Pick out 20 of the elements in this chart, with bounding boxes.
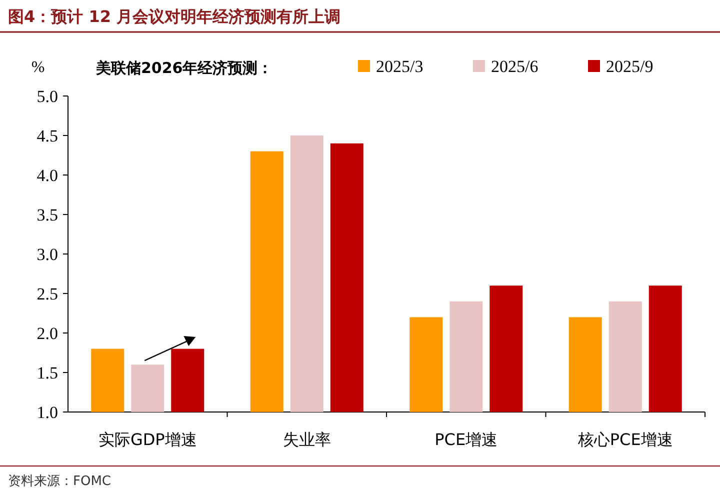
chart-subtitle: 美联储2026年经济预测： (95, 59, 273, 77)
legend-label: 2025/9 (606, 57, 654, 76)
y-tick-label: 5.0 (36, 87, 58, 106)
text: 资料来源：FOMC (8, 474, 112, 489)
chart-title: 图4：预计 12 月会议对明年经济预测有所上调 (8, 7, 341, 26)
y-tick-label: 4.5 (36, 126, 58, 146)
y-tick-label: 1.5 (36, 364, 58, 382)
legend-label: 2025/6 (491, 57, 538, 76)
y-tick-label: 2.0 (36, 324, 58, 343)
y-tick-label: 2.5 (36, 284, 58, 304)
y-tick-label: 3.5 (36, 206, 58, 224)
x-tick-label: 实际GDP增速 (98, 430, 197, 449)
y-tick-label: 4.0 (36, 166, 58, 185)
y-tick-label: 3.0 (36, 245, 58, 264)
x-tick-label: 核心PCE增速 (576, 430, 673, 449)
y-tick-label: 1.0 (36, 403, 58, 422)
x-tick-label: 失业率 (282, 430, 331, 449)
x-tick-label: PCE增速 (434, 430, 498, 449)
y-axis-title: % (31, 59, 45, 76)
legend-label: 2025/3 (376, 57, 424, 76)
